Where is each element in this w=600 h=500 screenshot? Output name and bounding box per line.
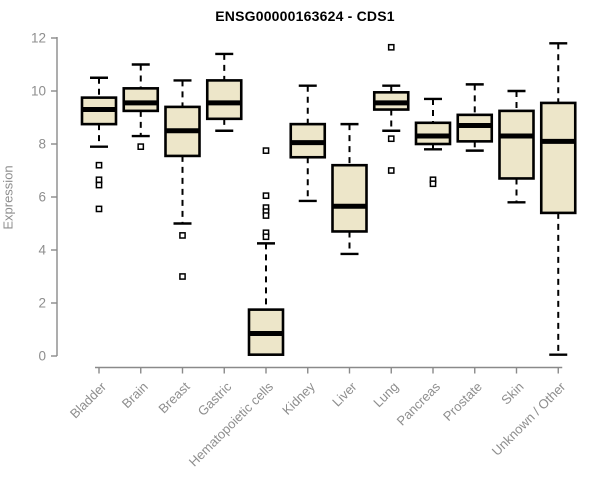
outlier-hematopoietic-cells-0 (262, 147, 270, 154)
outlier-lung-0 (387, 43, 395, 51)
outlier-hematopoietic-cells-6 (262, 233, 270, 241)
chart-title: ENSG00000163624 - CDS1 (215, 8, 395, 24)
box-brain (122, 87, 160, 113)
x-category-label-2: Breast (155, 379, 192, 416)
y-tick-label-8: 8 (38, 137, 46, 152)
outlier-hematopoietic-cells-1 (262, 192, 270, 200)
outlier-lung-2 (387, 167, 395, 174)
x-category-label-3: Gastric (195, 379, 235, 419)
x-category-label-10: Skin (498, 379, 526, 407)
x-category-label-6: Liver (329, 379, 360, 410)
y-tick-label-4: 4 (38, 243, 46, 258)
x-category-label-0: Bladder (67, 379, 110, 422)
x-category-label-1: Brain (119, 379, 151, 411)
box-pancreas (414, 121, 452, 146)
y-tick-label-6: 6 (38, 190, 46, 205)
y-tick-label-10: 10 (31, 84, 46, 99)
y-tick-label-0: 0 (38, 349, 46, 364)
x-category-label-7: Lung (370, 379, 401, 410)
box-liver (331, 163, 368, 233)
x-category-label-11: Unknown / Other (489, 379, 569, 459)
outlier-bladder-3 (95, 205, 103, 213)
outlier-bladder-2 (95, 181, 103, 189)
outlier-breast-0 (179, 232, 186, 239)
x-category-label-5: Kidney (279, 379, 318, 418)
x-category-label-9: Prostate (440, 379, 485, 424)
outlier-breast-1 (179, 273, 186, 280)
y-tick-label-12: 12 (31, 31, 46, 46)
box-skin (498, 109, 535, 180)
y-axis-label: Expression (0, 165, 16, 230)
outlier-hematopoietic-cells-4 (262, 212, 270, 219)
box-unknown-other (539, 101, 577, 215)
outlier-bladder-0 (95, 161, 103, 169)
y-tick-label-2: 2 (38, 296, 46, 311)
outlier-lung-1 (387, 135, 395, 143)
x-category-label-8: Pancreas (394, 379, 444, 429)
box-gastric (205, 79, 243, 121)
outlier-pancreas-1 (429, 180, 437, 188)
box-prostate (456, 113, 494, 143)
outlier-bladder-1 (95, 176, 103, 184)
outlier-brain-0 (137, 143, 145, 151)
